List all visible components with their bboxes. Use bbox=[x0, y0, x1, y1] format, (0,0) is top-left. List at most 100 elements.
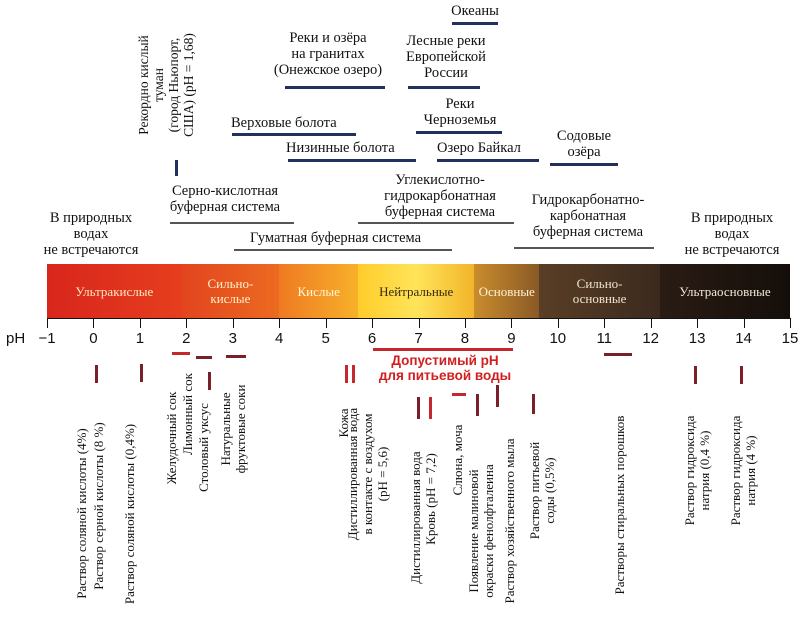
hydrocarbonate-buffer-range bbox=[514, 247, 654, 249]
ph-tick-label: 0 bbox=[89, 330, 98, 347]
ph-tick bbox=[511, 318, 513, 328]
hydrocarbonate-buffer-label: Гидрокарбонатно-карбонатная буферная сист… bbox=[531, 192, 645, 240]
ph-band-2: Сильно-кислые bbox=[181, 264, 280, 318]
ph-tick bbox=[232, 318, 234, 328]
ph-tick-label: 6 bbox=[367, 330, 377, 347]
oceans-label: Океаны bbox=[451, 3, 499, 19]
ph-axis-label: pH bbox=[6, 330, 26, 347]
oceans-range bbox=[452, 22, 498, 25]
naoh4-marker bbox=[740, 366, 743, 384]
distilled-label: Дистиллированная вода bbox=[408, 451, 423, 584]
ph-tick bbox=[47, 318, 48, 328]
upland-bogs-range bbox=[232, 133, 356, 136]
rivers-chernozem-range bbox=[416, 131, 502, 134]
vinegar-label: Столовый уксус bbox=[196, 403, 211, 492]
ph-band-1: Ультракислые bbox=[47, 264, 182, 318]
blood-label: Кровь (pH = 7,2) bbox=[423, 453, 438, 545]
detergents-label: Растворы стиральных порошков bbox=[612, 415, 627, 595]
ph-tick bbox=[604, 318, 606, 328]
ph-tick-label: 1 bbox=[135, 330, 145, 347]
saliva-range bbox=[452, 393, 466, 396]
ph-tick-label: 15 bbox=[781, 330, 799, 347]
ph-tick-label: 3 bbox=[228, 330, 237, 347]
hcl4-marker bbox=[95, 365, 98, 383]
soda-lakes-range bbox=[550, 163, 618, 166]
soda-marker bbox=[532, 394, 535, 414]
upland-bogs-label: Верховые болота bbox=[231, 115, 337, 131]
soap-marker bbox=[496, 385, 499, 407]
vinegar-marker bbox=[208, 372, 211, 390]
ph-tick bbox=[650, 318, 652, 328]
phenolphthalein-marker bbox=[476, 394, 479, 416]
ph-tick-label: −1 bbox=[38, 330, 56, 347]
rivers-granite-range bbox=[285, 86, 385, 89]
not-found-left-label: В природных водах не встречаются bbox=[43, 210, 139, 258]
gastric-range bbox=[172, 352, 190, 355]
sulfuric-buffer-range bbox=[170, 222, 294, 224]
distilled-air-marker bbox=[352, 365, 355, 383]
soap-label: Раствор хозяйственного мыла bbox=[502, 438, 517, 604]
ph-band-7: Ультраосновные bbox=[659, 264, 790, 318]
ph-tick-label: 8 bbox=[460, 330, 470, 347]
baikal-range bbox=[437, 159, 539, 162]
skin-marker bbox=[345, 365, 348, 383]
ph-tick bbox=[557, 318, 559, 328]
ph-band-3: Кислые bbox=[279, 264, 359, 318]
saliva-label: Слюна, моча bbox=[450, 424, 465, 496]
ph-tick bbox=[186, 318, 188, 328]
drinking-water-range bbox=[373, 348, 513, 351]
ph-tick-label: 5 bbox=[321, 330, 330, 347]
humate-buffer-range bbox=[234, 249, 452, 251]
naoh04-marker bbox=[694, 366, 697, 384]
rivers-chernozem-label: Реки Черноземья bbox=[423, 96, 497, 128]
phenolphthalein-label: Появление малиновой окраски фенолфталеина bbox=[466, 464, 496, 598]
ph-tick-label: 11 bbox=[596, 330, 613, 347]
drinking-water-label: Допустимый pH для питьевой воды bbox=[378, 353, 512, 383]
not-found-right-label: В природных водах не встречаются bbox=[684, 210, 780, 258]
ph-tick bbox=[279, 318, 281, 328]
humate-buffer-label: Гуматная буферная система bbox=[250, 230, 422, 246]
ph-tick bbox=[790, 318, 791, 328]
soda-label: Раствор питьевой соды (0,5%) bbox=[527, 441, 557, 540]
ph-tick-label: 4 bbox=[275, 330, 284, 347]
h2so4-label: Раствор серной кислоты (8 %) bbox=[91, 422, 106, 590]
ph-tick bbox=[743, 318, 745, 328]
baikal-label: Озеро Байкал bbox=[437, 140, 521, 156]
acid-fog-label: Рекордно кислый туман (город Ньюпорт, США) … bbox=[136, 33, 196, 137]
lowland-bogs-label: Низинные болота bbox=[286, 140, 395, 156]
lowland-bogs-range bbox=[288, 159, 416, 162]
carbonic-buffer-range bbox=[358, 222, 514, 224]
ph-tick bbox=[139, 318, 141, 328]
ph-tick-label: 13 bbox=[688, 330, 706, 347]
ph-band-6: Сильно-основные bbox=[539, 264, 660, 318]
acid-fog-marker bbox=[175, 160, 178, 176]
detergents-range bbox=[604, 353, 632, 356]
ph-tick-label: 2 bbox=[182, 330, 191, 347]
fruit-label: Натуральные фруктовые соки bbox=[218, 384, 248, 474]
rivers-granite-label: Реки и озёра на гранитах (Онежское озеро) bbox=[273, 30, 383, 78]
ph-band-4: Нейтральные bbox=[358, 264, 475, 318]
forest-rivers-range bbox=[408, 86, 480, 89]
distilled-air-label: Дистиллированная вода в контакте с воздух… bbox=[345, 407, 390, 541]
ph-tick bbox=[325, 318, 327, 328]
soda-lakes-label: Содовые озёра bbox=[556, 128, 612, 160]
sulfuric-buffer-label: Серно-кислотная буферная система bbox=[169, 183, 281, 215]
gastric-label: Желудочный сок bbox=[164, 391, 179, 485]
ph-tick bbox=[93, 318, 95, 328]
naoh4-label: Раствор гидроксида натрия (4 %) bbox=[728, 415, 758, 526]
forest-rivers-label: Лесные реки Европейской России bbox=[406, 33, 486, 81]
fruit-range bbox=[226, 355, 246, 358]
ph-tick-label: 12 bbox=[642, 330, 660, 347]
naoh04-label: Раствор гидроксида натрия (0,4 %) bbox=[682, 415, 712, 526]
ph-tick-label: 14 bbox=[735, 330, 752, 347]
ph-tick bbox=[464, 318, 466, 328]
ph-tick bbox=[418, 318, 420, 328]
lemon-range bbox=[196, 356, 212, 359]
ph-tick-label: 7 bbox=[414, 330, 423, 347]
lemon-label: Лимонный сок bbox=[180, 373, 195, 455]
ph-tick bbox=[697, 318, 699, 328]
ph-band-5: Основные bbox=[474, 264, 540, 318]
hcl04-label: Раствор соляной кислоты (0,4%) bbox=[122, 423, 137, 605]
hcl4-label: Раствор соляной кислоты (4%) bbox=[74, 428, 89, 599]
